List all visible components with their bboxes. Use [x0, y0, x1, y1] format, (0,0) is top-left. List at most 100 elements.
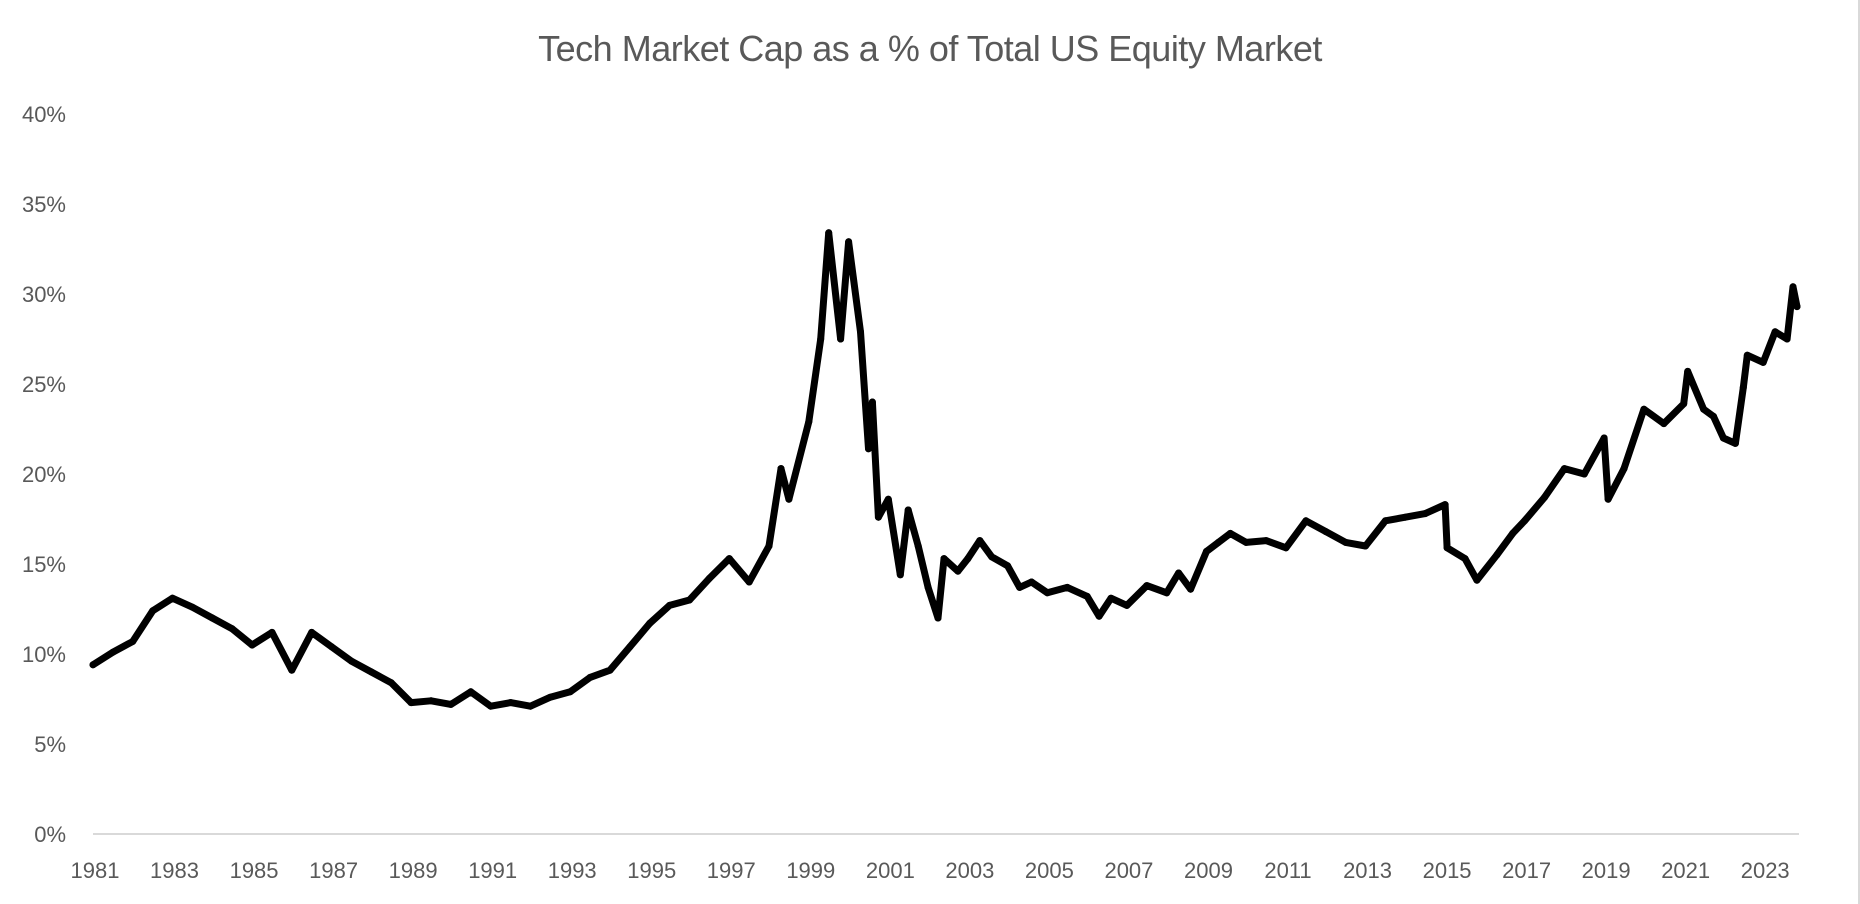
data-point — [1262, 537, 1270, 545]
data-point — [367, 668, 375, 676]
data-point — [845, 238, 853, 246]
data-point — [857, 328, 864, 336]
data-point — [1004, 562, 1012, 570]
data-point — [725, 555, 733, 563]
data-point — [1789, 283, 1797, 291]
x-tick-label: 2001 — [866, 858, 915, 883]
data-point — [964, 555, 972, 563]
data-point — [546, 693, 554, 701]
data-point — [1282, 544, 1290, 552]
data-point — [1381, 517, 1389, 525]
y-tick-label: 10% — [22, 642, 66, 667]
data-point — [988, 553, 996, 561]
x-tick-label: 1989 — [389, 858, 438, 883]
data-point — [447, 700, 455, 708]
data-point — [954, 567, 962, 575]
data-point — [328, 643, 336, 651]
data-point — [1362, 542, 1369, 550]
data-point — [1684, 367, 1692, 375]
y-axis-ticks: 0% 5% 10% 15% 20% 25% 30% 35% 40% — [22, 102, 66, 847]
data-point — [646, 619, 654, 627]
data-point — [586, 673, 594, 681]
x-tick-label: 2009 — [1184, 858, 1233, 883]
data-point — [1063, 583, 1071, 591]
data-point — [1719, 434, 1727, 442]
x-tick-label: 1991 — [468, 858, 517, 883]
data-point — [745, 578, 753, 586]
data-point — [1739, 384, 1747, 392]
data-point — [1107, 594, 1115, 602]
data-point — [1187, 585, 1195, 593]
data-point — [288, 666, 296, 674]
data-point — [1461, 555, 1469, 563]
data-point — [1342, 538, 1350, 546]
data-point — [1143, 582, 1151, 590]
y-tick-label: 35% — [22, 192, 66, 217]
x-tick-label: 2007 — [1104, 858, 1153, 883]
data-point — [348, 657, 355, 665]
data-point — [188, 603, 196, 611]
data-point — [976, 537, 984, 545]
data-point — [868, 398, 876, 406]
data-point — [467, 688, 475, 696]
data-point — [765, 542, 773, 550]
data-point — [1302, 517, 1310, 525]
data-point — [1783, 335, 1791, 343]
x-tick-label: 2005 — [1025, 858, 1074, 883]
data-point — [1123, 601, 1131, 609]
data-point — [1600, 434, 1608, 442]
data-point — [1620, 465, 1628, 473]
data-point — [1509, 529, 1517, 537]
data-point — [149, 607, 157, 615]
data-point — [1731, 439, 1739, 447]
data-point — [1016, 583, 1024, 591]
x-tick-label: 1983 — [150, 858, 199, 883]
data-point — [934, 614, 942, 622]
data-point — [129, 637, 137, 645]
data-point — [837, 335, 845, 343]
y-tick-label: 0% — [34, 822, 66, 847]
data-point — [109, 648, 117, 656]
x-tick-label: 2019 — [1582, 858, 1631, 883]
data-point — [1660, 420, 1668, 428]
x-tick-label: 2013 — [1343, 858, 1392, 883]
data-point — [825, 229, 833, 237]
data-point — [777, 465, 785, 473]
data-point — [1226, 529, 1234, 537]
data-point — [1028, 578, 1035, 586]
data-point — [914, 542, 922, 550]
data-point — [1401, 513, 1409, 521]
data-point — [805, 418, 813, 426]
data-point — [507, 699, 515, 707]
data-point — [1541, 493, 1548, 501]
data-point — [487, 702, 495, 710]
data-point — [940, 555, 948, 563]
x-tick-label: 2017 — [1502, 858, 1551, 883]
x-tick-label: 2003 — [945, 858, 994, 883]
chart-title: Tech Market Cap as a % of Total US Equit… — [538, 28, 1322, 69]
x-tick-label: 1985 — [230, 858, 279, 883]
data-point — [248, 641, 256, 649]
data-point — [1083, 592, 1091, 600]
data-point — [566, 688, 574, 696]
data-point — [1759, 358, 1767, 366]
x-tick-label: 1997 — [707, 858, 756, 883]
data-point — [865, 445, 872, 453]
x-axis-ticks: 1981 1983 1985 1987 1989 1991 1993 1995 1997 1999… — [71, 858, 1790, 883]
data-point — [407, 699, 415, 707]
data-point — [666, 601, 674, 609]
data-point — [1580, 470, 1588, 478]
y-tick-label: 25% — [22, 372, 66, 397]
data-point — [1700, 405, 1708, 413]
data-point — [268, 628, 276, 636]
data-point — [1771, 328, 1779, 336]
data-point — [896, 571, 904, 579]
data-point — [1421, 510, 1429, 518]
data-point — [1793, 303, 1801, 311]
data-point — [904, 506, 912, 514]
data-point — [1095, 612, 1103, 620]
x-tick-label: 2015 — [1423, 858, 1472, 883]
data-point — [1680, 400, 1688, 408]
data-point — [308, 628, 316, 636]
